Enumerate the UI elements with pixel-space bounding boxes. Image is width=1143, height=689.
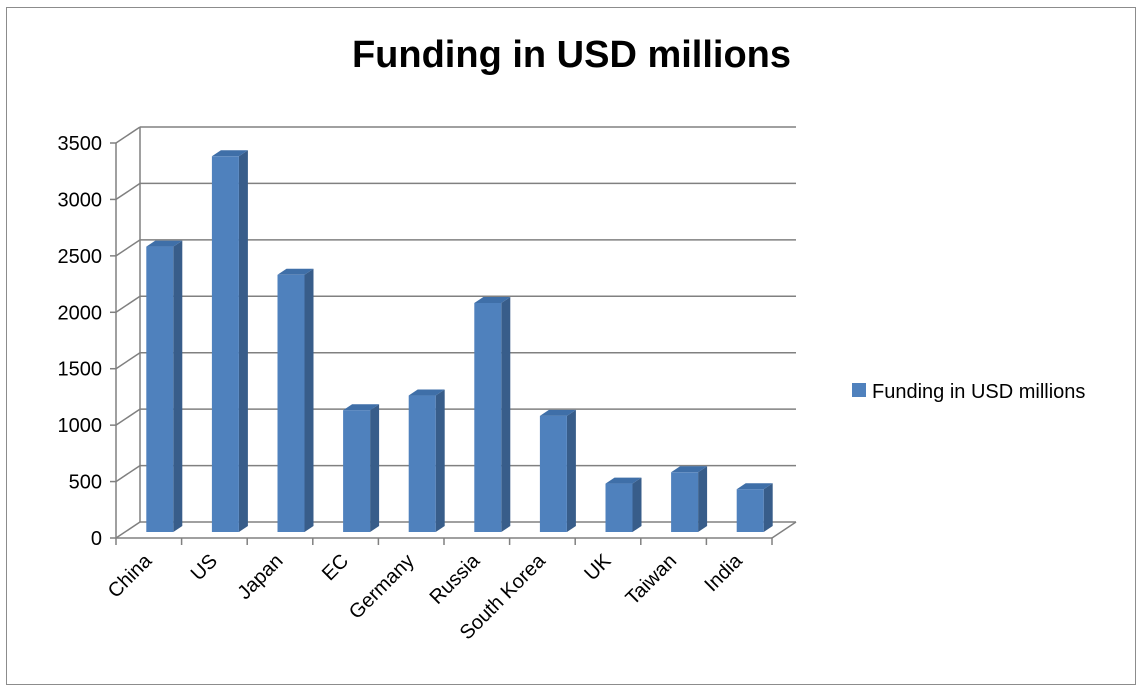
bar-top <box>671 466 708 473</box>
bar-top <box>277 268 314 275</box>
bar-top <box>211 150 248 157</box>
bar-side <box>304 268 314 532</box>
y-tick-label: 1500 <box>58 359 103 381</box>
bar <box>408 389 445 532</box>
bar-side <box>238 150 248 533</box>
bar <box>277 268 314 532</box>
bar-side <box>763 483 773 532</box>
chart-title: Funding in USD millions <box>351 34 792 76</box>
bar <box>146 240 183 533</box>
bar-front <box>211 156 239 533</box>
chart-area <box>6 7 1136 685</box>
bar-top <box>343 404 380 411</box>
bar-side <box>370 404 380 532</box>
bar-front <box>539 415 567 532</box>
y-tick-label: 3500 <box>58 133 103 155</box>
bar-top <box>408 389 445 396</box>
y-tick-label: 3000 <box>58 189 103 211</box>
x-tick-label: EC <box>318 550 353 585</box>
bars <box>146 150 773 533</box>
gridline-wall <box>115 239 141 257</box>
bar-front <box>474 303 502 532</box>
x-tick-label: China <box>104 549 157 602</box>
bar <box>211 150 248 533</box>
bar-side <box>501 297 511 532</box>
gridline-wall <box>115 464 141 483</box>
bar-side <box>173 240 183 533</box>
x-tick-label: Taiwan <box>622 550 682 610</box>
bar <box>671 466 708 532</box>
gridline-wall <box>115 408 141 426</box>
gridline-wall <box>115 295 141 313</box>
bar <box>474 297 511 532</box>
bar-front <box>146 246 174 533</box>
legend: Funding in USD millions <box>852 381 1085 403</box>
bar-side <box>435 389 445 532</box>
bar-front <box>736 489 764 532</box>
bar-front <box>605 483 633 532</box>
y-tick-label: 2500 <box>58 246 103 268</box>
bar <box>736 483 773 532</box>
x-tick-label: UK <box>580 550 616 586</box>
bar <box>343 404 380 532</box>
gridline-wall <box>115 521 141 539</box>
bar-top <box>736 483 773 490</box>
gridline-wall <box>115 126 141 144</box>
bar-top <box>146 240 183 247</box>
x-tick-label: Russia <box>426 549 485 608</box>
y-tick-label: 500 <box>69 472 102 494</box>
legend-label: Funding in USD millions <box>872 381 1085 403</box>
y-tick-label: 2000 <box>58 302 103 324</box>
x-tick-label: India <box>701 549 748 596</box>
x-tick-label: US <box>187 550 222 585</box>
bar-side <box>566 409 576 532</box>
bar-front <box>343 410 371 532</box>
axes <box>110 127 797 545</box>
x-tick-label: Japan <box>233 550 287 604</box>
gridlines <box>115 126 796 539</box>
bar-top <box>539 409 576 416</box>
floor-edge <box>771 521 797 539</box>
bar-top <box>605 477 642 484</box>
bar-front <box>671 472 699 532</box>
y-tick-label: 0 <box>91 528 102 550</box>
bar-top <box>474 297 511 303</box>
legend-swatch <box>852 383 866 397</box>
bar <box>539 409 576 532</box>
y-axis-ticks: 0 500 1000 1500 2000 2500 3000 3500 <box>58 133 103 550</box>
bar-front <box>277 274 305 532</box>
bar-side <box>698 466 708 532</box>
gridline-wall <box>115 352 141 370</box>
bar-front <box>408 395 436 532</box>
y-tick-label: 1000 <box>58 415 103 437</box>
gridline-wall <box>115 182 141 201</box>
bar <box>605 477 642 532</box>
x-tick-label: Germany <box>345 550 419 624</box>
bar-side <box>632 477 642 532</box>
